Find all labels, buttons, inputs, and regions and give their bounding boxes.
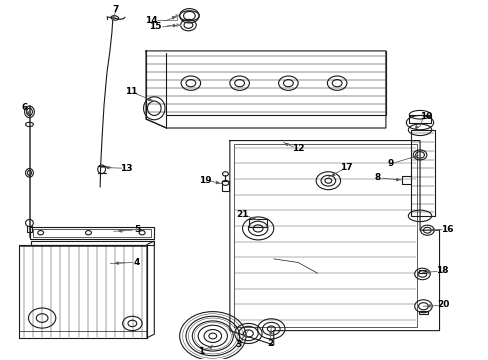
- Bar: [30, 226, 154, 239]
- Text: 12: 12: [291, 144, 304, 153]
- Bar: [410, 130, 434, 216]
- Bar: [33, 229, 151, 237]
- Text: 18: 18: [435, 266, 447, 275]
- Text: 1: 1: [198, 347, 204, 356]
- Text: 7: 7: [112, 5, 119, 14]
- Bar: [221, 181, 229, 191]
- Bar: [408, 115, 430, 123]
- Text: 14: 14: [144, 16, 157, 25]
- Text: 4: 4: [134, 258, 140, 267]
- Bar: [233, 144, 416, 327]
- Text: 21: 21: [235, 210, 248, 219]
- Text: 6: 6: [22, 103, 28, 112]
- Text: 20: 20: [436, 300, 448, 309]
- Text: 8: 8: [374, 173, 380, 182]
- Bar: [249, 219, 266, 227]
- Text: 15: 15: [149, 22, 162, 31]
- Text: 13: 13: [120, 164, 132, 173]
- Text: 9: 9: [386, 159, 393, 168]
- Text: 2: 2: [266, 339, 273, 348]
- Text: 19: 19: [199, 176, 211, 185]
- Text: 11: 11: [124, 87, 137, 96]
- Bar: [418, 270, 426, 273]
- Bar: [418, 311, 427, 315]
- Text: 16: 16: [440, 225, 452, 234]
- Text: 5: 5: [134, 225, 140, 234]
- Text: 10: 10: [419, 112, 431, 121]
- Text: 17: 17: [339, 163, 351, 172]
- Text: 3: 3: [235, 340, 241, 349]
- Bar: [26, 226, 32, 232]
